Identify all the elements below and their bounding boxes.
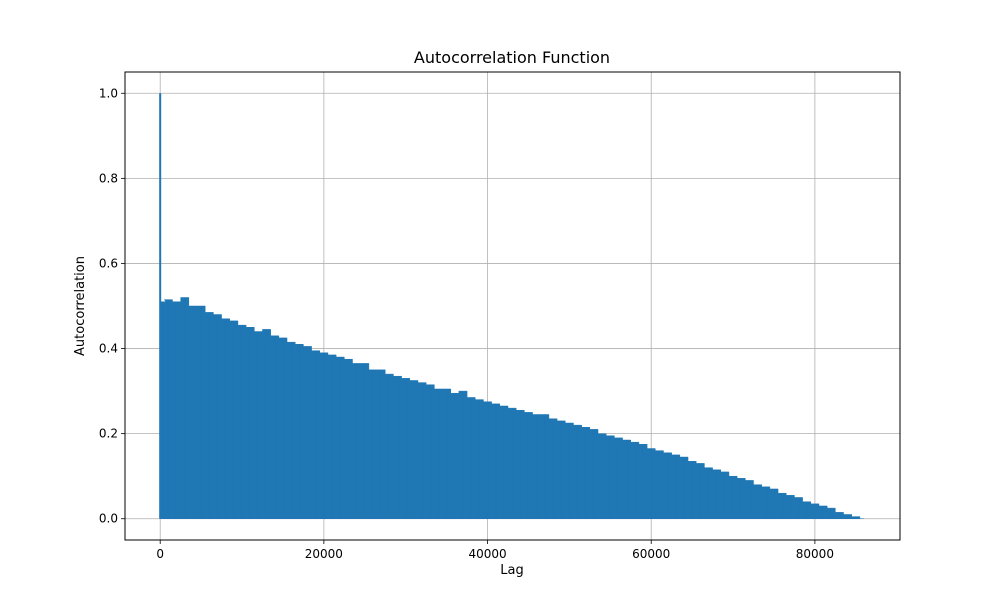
x-tick-label: 80000 (796, 547, 834, 561)
y-tick-label: 0.4 (99, 342, 118, 356)
chart-title: Autocorrelation Function (414, 48, 610, 67)
y-axis-ticks: 0.0 0.2 0.4 0.6 0.8 1.0 (99, 86, 125, 526)
x-tick-label: 20000 (305, 547, 343, 561)
plot-frame (124, 71, 901, 541)
y-tick-label: 0.0 (99, 512, 118, 526)
y-tick-label: 0.6 (99, 256, 118, 270)
x-axis-label: Lag (500, 563, 523, 578)
x-tick-label: 60000 (632, 547, 670, 561)
y-tick-label: 1.0 (99, 86, 118, 100)
y-axis-label: Autocorrelation (73, 256, 88, 356)
x-tick-label: 40000 (468, 547, 506, 561)
x-tick-label: 0 (156, 547, 164, 561)
y-tick-label: 0.8 (99, 171, 118, 185)
x-axis-ticks: 0 20000 40000 60000 80000 (156, 540, 834, 561)
y-tick-label: 0.2 (99, 427, 118, 441)
bars (159, 93, 864, 519)
acf-bars-area (159, 297, 864, 519)
